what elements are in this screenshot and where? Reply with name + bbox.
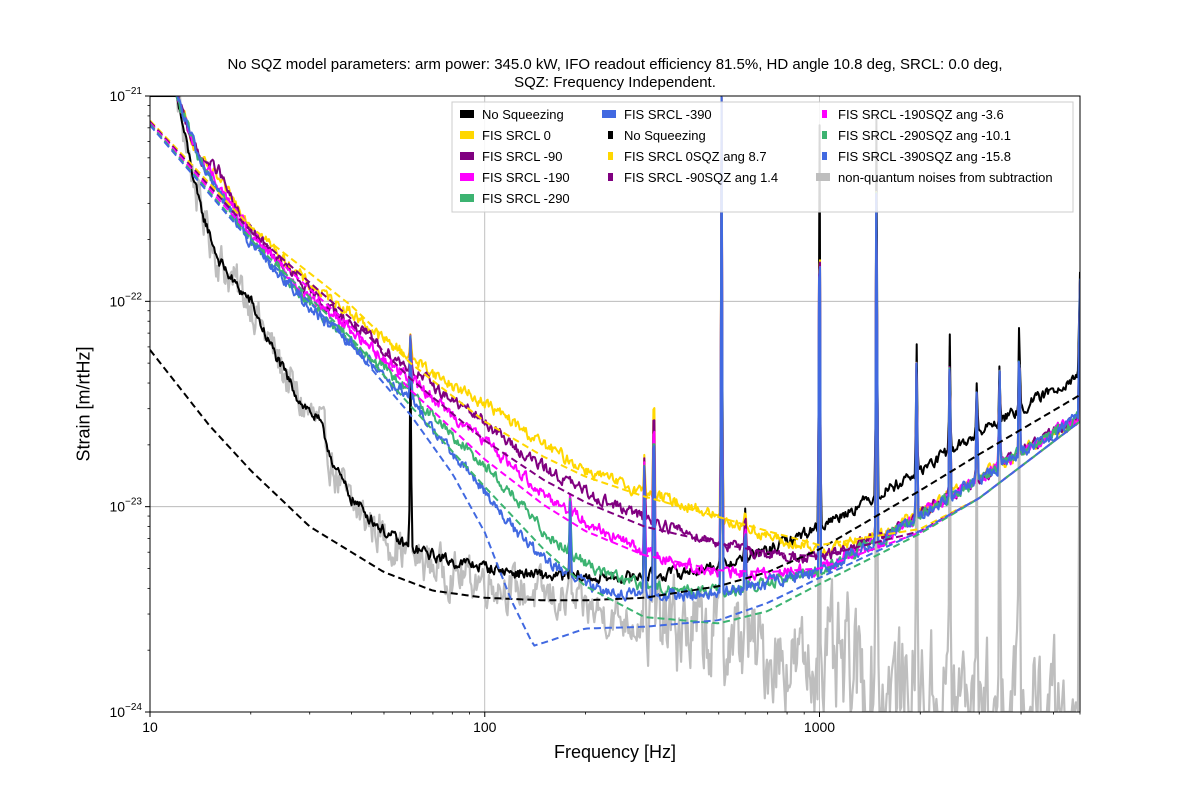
- legend-entry-3: FIS SRCL -190: [460, 170, 570, 185]
- y-tick-label-2: 10−22: [109, 291, 142, 309]
- legend-swatch-12: [816, 173, 830, 181]
- x-tick-label-2: 1000: [804, 719, 835, 735]
- legend-label-3: FIS SRCL -190: [482, 170, 570, 185]
- y-tick-label-1: 10−23: [109, 497, 142, 515]
- legend-entry-4: FIS SRCL -290: [460, 191, 570, 206]
- model-dashed-line-0: [150, 349, 1080, 602]
- legend-label-11: FIS SRCL -390SQZ ang -15.8: [838, 149, 1011, 164]
- model-dashed-line-2: [150, 121, 1080, 558]
- legend-label-6: No Squeezing: [624, 128, 706, 143]
- chart-title-line-2: SQZ: Frequency Independent.: [514, 74, 716, 91]
- legend-swatch-3: [460, 173, 474, 181]
- legend-box: [451, 101, 1074, 213]
- legend-entry-12: non-quantum noises from subtraction: [816, 170, 1053, 185]
- legend-label-1: FIS SRCL 0: [482, 128, 551, 143]
- legend-entry-9: FIS SRCL -190SQZ ang -3.6: [822, 107, 1004, 122]
- legend-swatch-10: [822, 131, 827, 139]
- legend-entry-10: FIS SRCL -290SQZ ang -10.1: [822, 128, 1011, 143]
- legend-swatch-9: [822, 110, 827, 118]
- legend-swatch-8: [608, 173, 613, 181]
- legend-label-7: FIS SRCL 0SQZ ang 8.7: [624, 149, 767, 164]
- legend-swatch-4: [460, 194, 474, 202]
- legend-swatch-2: [460, 152, 474, 160]
- legend-swatch-5: [602, 110, 616, 118]
- x-axis-label: Frequency [Hz]: [553, 742, 677, 762]
- model-dashed-line-5: [150, 124, 1080, 647]
- legend-entry-1: FIS SRCL 0: [460, 128, 551, 143]
- legend-label-10: FIS SRCL -290SQZ ang -10.1: [838, 128, 1011, 143]
- legend-swatch-0: [460, 110, 474, 118]
- x-tick-label-1: 100: [473, 719, 497, 735]
- chart-title-line-1: No SQZ model parameters: arm power: 345.…: [227, 56, 1003, 73]
- series-group: [150, 96, 1080, 712]
- legend-label-8: FIS SRCL -90SQZ ang 1.4: [624, 170, 778, 185]
- legend-swatch-6: [608, 131, 613, 139]
- legend-entry-7: FIS SRCL 0SQZ ang 8.7: [608, 149, 767, 164]
- legend-label-2: FIS SRCL -90: [482, 149, 562, 164]
- y-tick-label-3: 10−21: [109, 86, 142, 104]
- model-dashed-line-1: [150, 119, 1080, 547]
- legend-swatch-11: [822, 152, 827, 160]
- y-tick-label-0: 10−24: [109, 702, 142, 720]
- legend-label-0: No Squeezing: [482, 107, 564, 122]
- legend-label-4: FIS SRCL -290: [482, 191, 570, 206]
- legend-entry-2: FIS SRCL -90: [460, 149, 562, 164]
- plot-frame: [149, 95, 1081, 713]
- x-tick-label-0: 10: [142, 719, 158, 735]
- legend-swatch-7: [608, 152, 613, 160]
- legend-label-12: non-quantum noises from subtraction: [838, 170, 1053, 185]
- legend-entry-11: FIS SRCL -390SQZ ang -15.8: [822, 149, 1011, 164]
- legend-entry-5: FIS SRCL -390: [602, 107, 712, 122]
- measured-line-1: [150, 96, 1080, 585]
- legend-entry-6: No Squeezing: [608, 128, 706, 143]
- axis-ticks: 10 100 1000 10−24 10−23 10−22 10−21: [109, 86, 1081, 735]
- legend-entry-8: FIS SRCL -90SQZ ang 1.4: [608, 170, 778, 185]
- legend: No Squeezing FIS SRCL 0 FIS SRCL -90 FIS SR…: [451, 101, 1074, 213]
- model-dashed-line-4: [150, 123, 1080, 625]
- legend-entry-0: No Squeezing: [460, 107, 564, 122]
- legend-swatch-1: [460, 131, 474, 139]
- legend-label-9: FIS SRCL -190SQZ ang -3.6: [838, 107, 1004, 122]
- legend-label-5: FIS SRCL -390: [624, 107, 712, 122]
